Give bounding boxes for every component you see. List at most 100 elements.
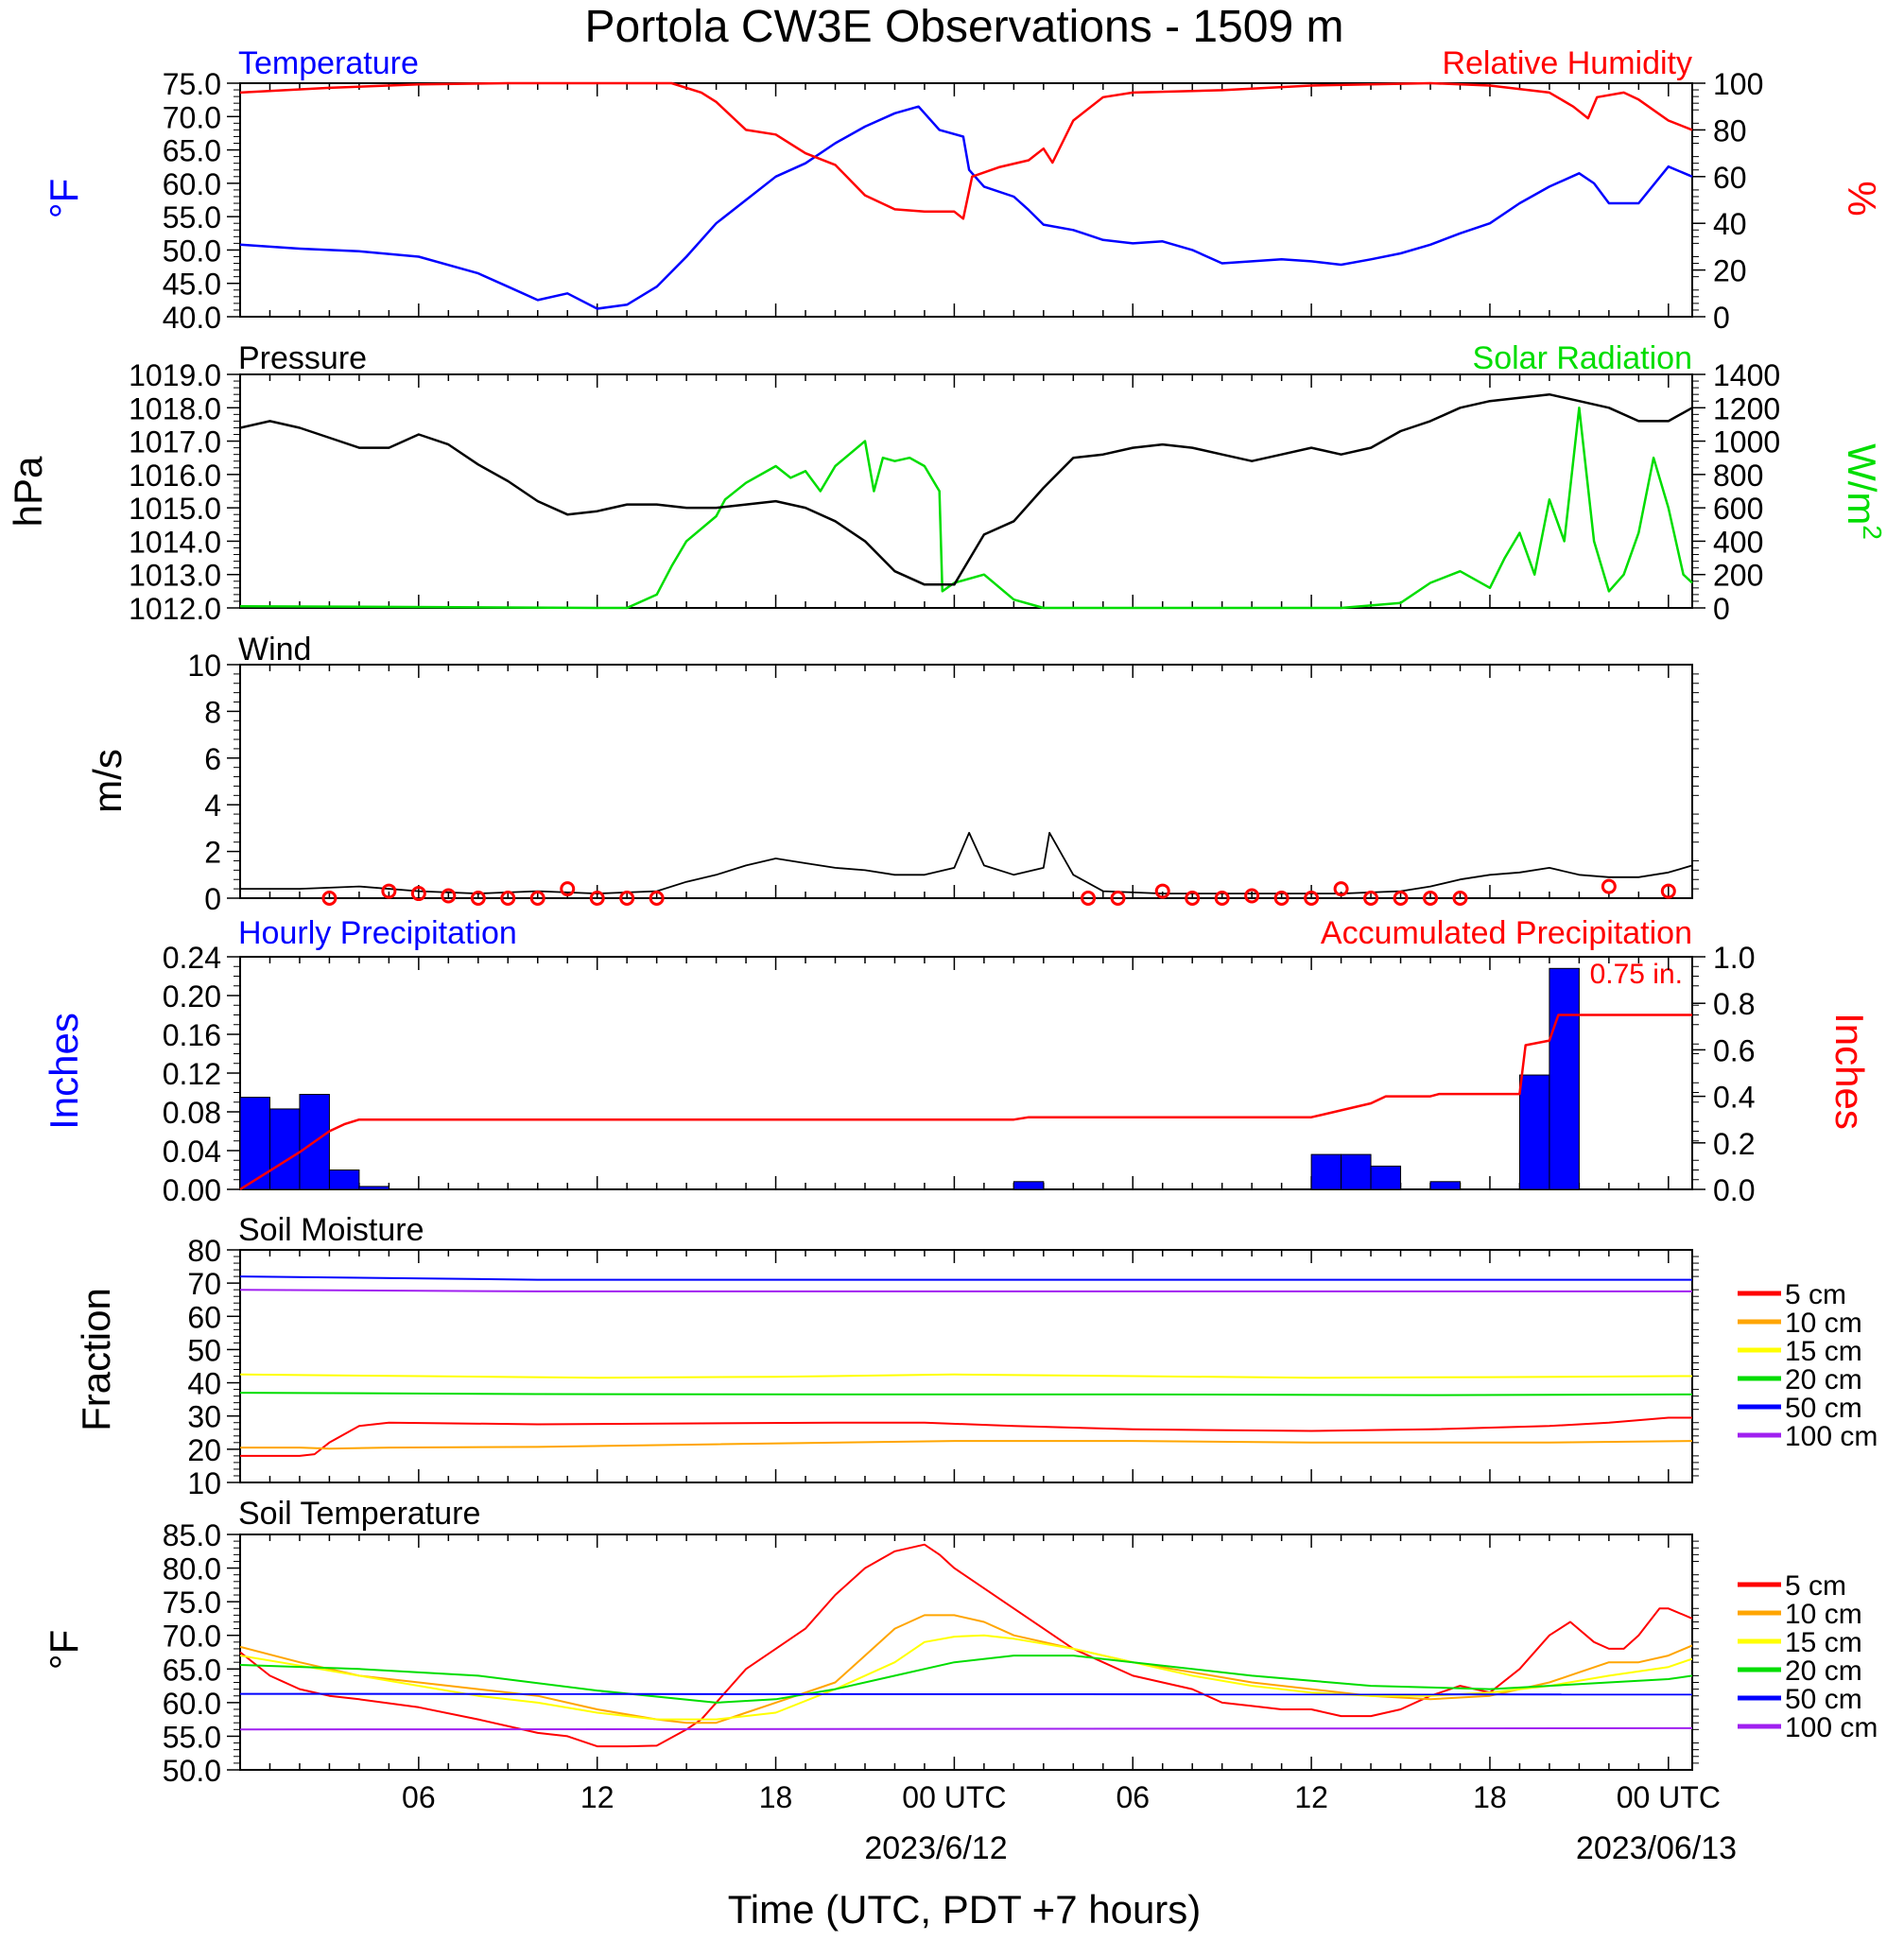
- wind-speed-line: [240, 831, 1693, 894]
- y-tick-label: 100: [1713, 67, 1763, 101]
- calm-wind-marker: [1363, 891, 1379, 906]
- x-tick-label: 18: [759, 1780, 793, 1814]
- calm-wind-marker: [441, 888, 457, 904]
- wind-panel-title: Wind: [238, 632, 311, 667]
- calm-wind-marker: [560, 881, 576, 897]
- y-tick-label: 1012.0: [129, 592, 221, 626]
- date-label-1: 2023/6/12: [864, 1830, 1007, 1866]
- y-tick-label: 50.0: [163, 1754, 221, 1788]
- y-tick-label: 20: [187, 1433, 221, 1467]
- y-tick-label: 30: [187, 1400, 221, 1434]
- y-tick-label: 0.2: [1713, 1127, 1755, 1161]
- solar-panel-title: Solar Radiation: [1473, 340, 1692, 376]
- y-tick-label: 75.0: [163, 67, 221, 101]
- solar-unit-exponent: 2: [1858, 525, 1887, 540]
- humidity-unit: %: [1840, 181, 1884, 216]
- y-tick-label: 1200: [1713, 391, 1780, 425]
- x-tick-label: 06: [1116, 1780, 1150, 1814]
- y-tick-label: 40: [187, 1367, 221, 1401]
- y-tick-label: 1.0: [1713, 941, 1755, 975]
- panel-frame-5: [239, 1249, 1693, 1483]
- y-tick-label: 80.0: [163, 1552, 221, 1586]
- y-tick-label: 85.0: [163, 1518, 221, 1552]
- precip-bar: [1429, 1181, 1461, 1190]
- x-tick-label: 12: [580, 1780, 614, 1814]
- y-tick-label: 1400: [1713, 358, 1780, 392]
- soil-moisture-10cm-line: [240, 1440, 1693, 1450]
- soil-temp-15cm-line: [239, 1634, 1693, 1721]
- precip-bar: [268, 1108, 301, 1190]
- soil-temp-100cm-line: [239, 1726, 1693, 1731]
- temperature-line: [239, 105, 1693, 310]
- y-tick-label: 70: [187, 1267, 221, 1301]
- y-tick-label: 50.0: [163, 234, 221, 268]
- precip-bar: [1341, 1153, 1372, 1190]
- accum-precip-title: Accumulated Precipitation: [1321, 915, 1692, 951]
- y-tick-label: 8: [204, 695, 221, 729]
- chart-title: Portola CW3E Observations - 1509 m: [585, 2, 1344, 52]
- soil-temp-20cm-line: [239, 1655, 1693, 1704]
- temperature-panel-title: Temperature: [238, 45, 419, 81]
- calm-wind-marker: [1304, 891, 1320, 906]
- calm-wind-marker: [1214, 891, 1230, 906]
- y-tick-label: 45.0: [163, 268, 221, 302]
- pressure-panel-title: Pressure: [238, 340, 367, 376]
- hourly-precip-title: Hourly Precipitation: [238, 915, 517, 951]
- calm-wind-marker: [589, 891, 605, 906]
- calm-wind-marker: [1185, 891, 1201, 906]
- precip-bar: [328, 1170, 360, 1190]
- calm-wind-marker: [1110, 891, 1126, 906]
- y-tick-label: 1013.0: [129, 559, 221, 593]
- precip-bar: [358, 1186, 389, 1190]
- soil-moisture-legend-label: 10 cm: [1785, 1308, 1862, 1339]
- y-tick-label: 0.0: [1713, 1173, 1755, 1207]
- soil-moisture-100cm-line: [239, 1289, 1692, 1292]
- y-tick-label: 80: [187, 1234, 221, 1268]
- precip-total-label: 0.75 in.: [1590, 959, 1683, 990]
- y-tick-label: 1018.0: [129, 391, 221, 425]
- y-tick-label: 1017.0: [129, 425, 221, 459]
- y-tick-label: 80: [1713, 113, 1747, 147]
- y-tick-label: 600: [1713, 492, 1763, 526]
- calm-wind-marker: [381, 883, 397, 899]
- pressure-unit: hPa: [6, 456, 50, 527]
- precip-bar: [1518, 1074, 1550, 1190]
- y-tick-label: 60: [187, 1300, 221, 1334]
- hourly-precip-unit: Inches: [42, 1013, 86, 1130]
- soil-temp-10cm-line: [239, 1614, 1693, 1724]
- date-label-2: 2023/06/13: [1576, 1830, 1737, 1866]
- soil-temp-legend-label: 100 cm: [1785, 1712, 1878, 1743]
- calm-wind-marker: [1423, 891, 1439, 906]
- y-tick-label: 1014.0: [129, 525, 221, 559]
- y-tick-label: 65.0: [163, 134, 221, 168]
- plot-area: 75.070.065.060.055.050.045.040.010080604…: [129, 67, 1878, 1814]
- y-tick-label: 75.0: [163, 1586, 221, 1620]
- soil-moisture-5cm-line: [240, 1416, 1692, 1457]
- y-tick-label: 1000: [1713, 425, 1780, 459]
- precip-bar: [1370, 1165, 1402, 1190]
- y-tick-label: 0: [1713, 592, 1730, 626]
- y-tick-label: 800: [1713, 459, 1763, 493]
- soil-temp-legend-label: 5 cm: [1785, 1570, 1846, 1602]
- x-tick-label: 18: [1473, 1780, 1507, 1814]
- soil-temp-50cm-line: [239, 1692, 1693, 1696]
- calm-wind-marker: [1244, 888, 1260, 904]
- soil-moisture-20cm-line: [239, 1392, 1693, 1396]
- soil-temp-title: Soil Temperature: [238, 1496, 480, 1532]
- y-tick-label: 6: [204, 742, 221, 776]
- y-tick-label: 400: [1713, 525, 1763, 559]
- y-tick-label: 0: [204, 882, 221, 916]
- pressure-line: [239, 392, 1693, 586]
- soil-temp-legend-label: 15 cm: [1785, 1627, 1862, 1658]
- y-tick-label: 0.04: [163, 1135, 221, 1169]
- calm-wind-marker: [1660, 883, 1676, 899]
- calm-wind-marker: [470, 891, 486, 906]
- panel-frame-6: [239, 1534, 1693, 1771]
- calm-wind-marker: [410, 886, 426, 902]
- y-tick-label: 1019.0: [129, 358, 221, 392]
- y-tick-label: 55.0: [163, 1720, 221, 1754]
- calm-wind-marker: [1333, 881, 1349, 897]
- calm-wind-marker: [1154, 883, 1170, 899]
- calm-wind-marker: [1601, 878, 1617, 894]
